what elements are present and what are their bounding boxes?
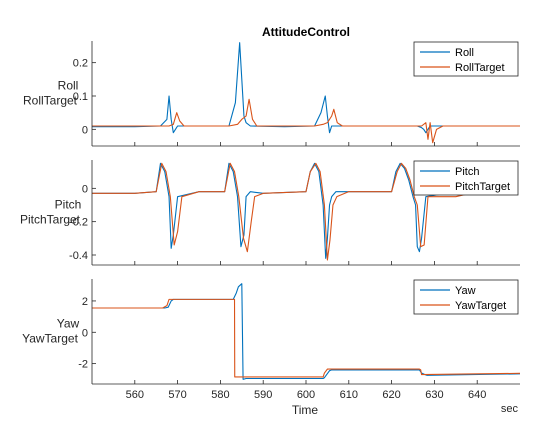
series-line-rolltarget bbox=[92, 98, 520, 144]
y-tick-label: 0.1 bbox=[73, 91, 88, 103]
legend: Roll RollTarget bbox=[413, 41, 519, 77]
x-tick-label: 620 bbox=[382, 389, 400, 401]
x-tick-label: 610 bbox=[340, 389, 358, 401]
x-tick-label: 640 bbox=[468, 389, 486, 401]
legend-entry: RollTarget bbox=[455, 62, 505, 74]
legend-box bbox=[413, 41, 519, 77]
y-axis-label: PitchTarget bbox=[20, 213, 81, 227]
legend: Yaw YawTarget bbox=[413, 279, 519, 315]
legend-entry: YawTarget bbox=[455, 300, 506, 312]
x-tick-label: 630 bbox=[425, 389, 443, 401]
x-tick-label: 570 bbox=[168, 389, 186, 401]
series-line-yawtarget bbox=[92, 298, 520, 378]
legend: Pitch PitchTarget bbox=[413, 160, 519, 196]
legend-entry: Yaw bbox=[455, 285, 476, 297]
y-tick-label: 0.2 bbox=[73, 58, 88, 70]
chart-title: AttitudeControl bbox=[262, 25, 350, 39]
y-tick-label: 2 bbox=[82, 296, 88, 308]
y-tick-label: 0 bbox=[82, 124, 88, 136]
y-axis-label: Yaw bbox=[57, 317, 80, 331]
x-tick-label: 560 bbox=[126, 389, 144, 401]
legend-entry: PitchTarget bbox=[455, 181, 510, 193]
legend-entry: Roll bbox=[455, 47, 474, 59]
x-tick-label: 590 bbox=[254, 389, 272, 401]
x-tick-label: 580 bbox=[211, 389, 229, 401]
y-axis-label: RollTarget bbox=[23, 94, 78, 108]
y-tick-label: -2 bbox=[78, 359, 88, 371]
series-line-pitchtarget bbox=[92, 162, 478, 261]
x-tick-label: 600 bbox=[297, 389, 315, 401]
y-axis-label: Pitch bbox=[55, 198, 82, 212]
y-tick-label: -0.4 bbox=[69, 250, 88, 262]
y-tick-label: 0 bbox=[82, 327, 88, 339]
panel-2: -0.4-0.20PitchPitchTargetPitchPitchTarge… bbox=[20, 160, 520, 266]
x-axis-label: Time bbox=[292, 403, 319, 417]
legend-box bbox=[413, 279, 519, 315]
panel-1: 00.10.2RollRollTargetAttitudeControlRoll… bbox=[23, 25, 520, 147]
y-tick-label: 0 bbox=[82, 183, 88, 195]
legend-box bbox=[413, 160, 519, 196]
legend-entry: Pitch bbox=[455, 166, 479, 178]
y-axis-label: YawTarget bbox=[22, 332, 78, 346]
y-axis-label: Roll bbox=[58, 79, 79, 93]
x-axis-unit: sec bbox=[501, 403, 519, 415]
y-tick-label: -0.2 bbox=[69, 217, 88, 229]
